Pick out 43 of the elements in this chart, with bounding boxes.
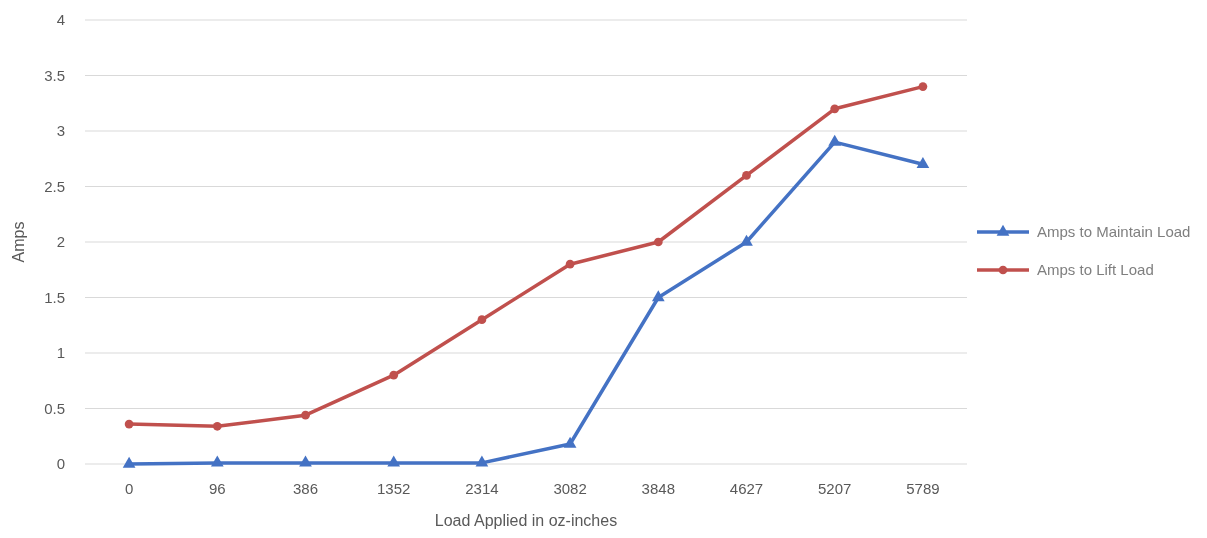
legend-label: Amps to Lift Load [1037,261,1154,279]
x-tick-label: 5789 [906,480,940,497]
point [563,436,577,448]
point [565,259,575,269]
point [651,290,665,302]
x-tick-label: 386 [292,480,319,497]
y-tick-label: 0.5 [44,399,65,417]
x-tick-label: 0 [124,480,134,497]
y-tick-label: 1.5 [44,288,65,306]
point [653,237,663,247]
x-tick-label: 3848 [641,480,675,497]
x-tick-label: 96 [208,480,226,497]
y-tick-label: 3.5 [44,66,65,84]
y-tick-label: 2.5 [44,177,65,195]
y-tick-label: 2 [56,233,65,251]
y-tick-label: 4 [56,11,65,29]
y-axis-title: Amps [10,221,27,263]
point [742,171,751,180]
point [299,455,312,467]
legend-label: Amps to Maintain Load [1037,223,1191,241]
y-tick-label: 3 [56,122,65,140]
y-tick-label: 1 [56,344,65,362]
point [475,455,489,467]
point [830,104,840,114]
x-tick-label: 1352 [377,480,411,497]
point [918,82,928,91]
point [387,455,401,467]
point [122,456,136,468]
point [916,156,930,168]
point [212,421,222,431]
y-tick-label: 0 [56,455,65,473]
x-tick-label: 5207 [818,480,852,497]
point [828,134,842,146]
point [301,410,310,420]
x-tick-label: 2314 [465,480,499,497]
point [389,370,399,380]
point [477,315,487,325]
x-axis-title: Load Applied in oz-inches [434,512,618,529]
point [740,234,753,246]
point [124,419,134,429]
point [210,455,224,467]
x-tick-label: 3082 [553,480,587,497]
x-tick-label: 4627 [729,480,764,497]
